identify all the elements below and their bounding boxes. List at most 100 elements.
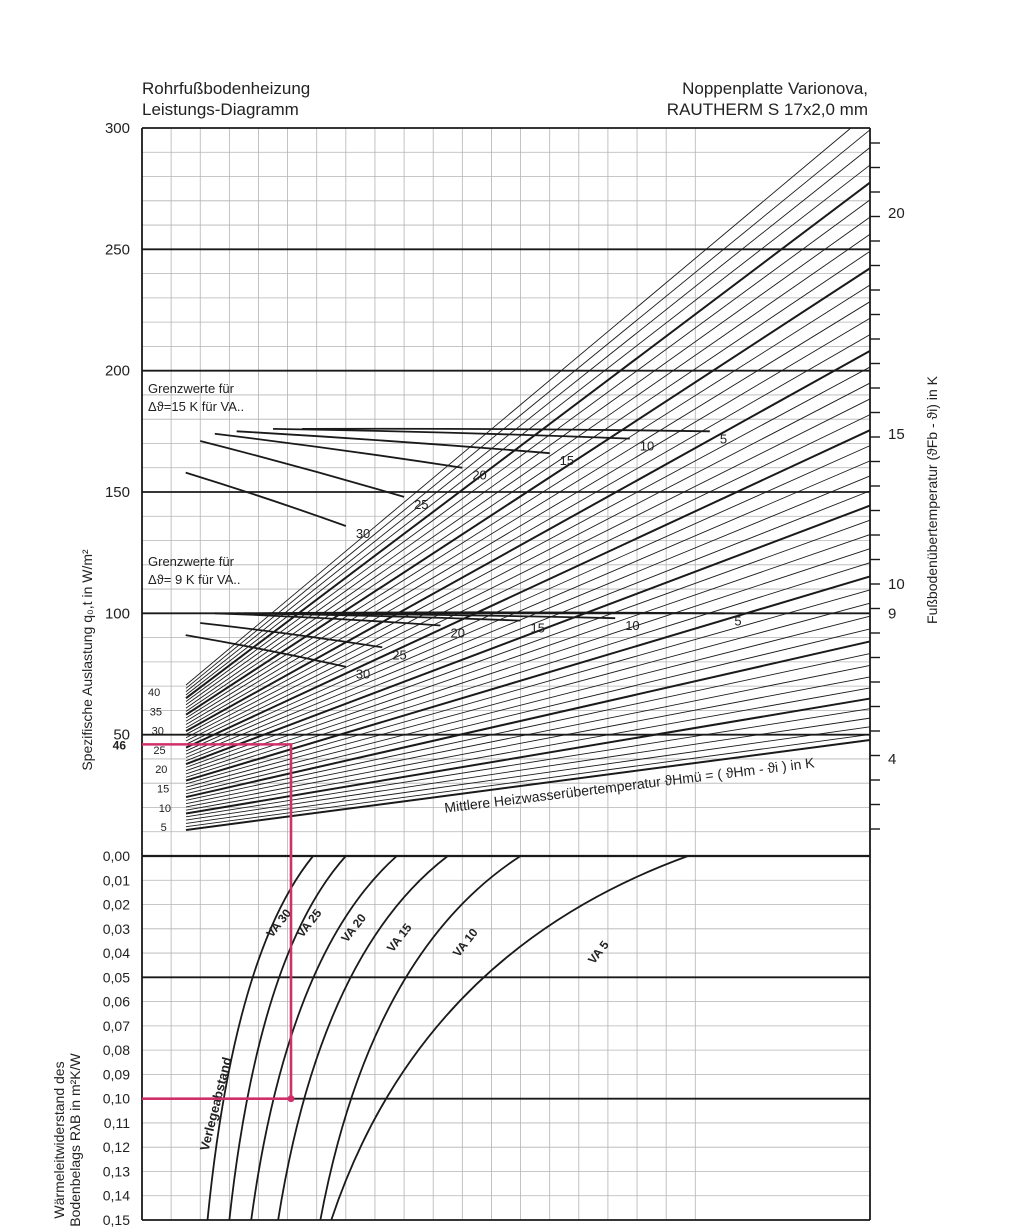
y-tick-label-lower: 0,08 (103, 1042, 130, 1058)
limit-curve (302, 427, 710, 433)
temperature-line (185, 398, 871, 742)
temperature-line (185, 640, 871, 799)
temperature-line (185, 267, 871, 716)
temperature-line (185, 739, 871, 831)
limit-curve-label: 5 (734, 613, 741, 628)
va-curve (206, 855, 314, 1221)
temperature-line (185, 504, 871, 766)
limit-curve-label: 30 (356, 667, 370, 682)
temperature-line (185, 697, 871, 815)
temperature-line (185, 708, 871, 818)
temperature-line (185, 562, 871, 778)
chart-title-left: Rohrfußbodenheizung Leistungs-Diagramm (142, 78, 310, 120)
limit-curve (214, 612, 441, 627)
temperature-fan (185, 127, 871, 831)
right-axis-label: Fußbodenübertemperatur (ϑFb - ϑi) in K (924, 375, 940, 624)
y-tick-label-lower: 0,14 (103, 1188, 130, 1204)
y-tick-label-lower: 0,10 (103, 1091, 130, 1107)
y-axis-label: Spezifische Auslastung q₀,t in W/m² (79, 549, 95, 771)
y-tick-label-lower: 0,02 (103, 897, 130, 913)
temperature-line-label: 40 (148, 687, 160, 699)
y-tick-label-lower: 0,01 (103, 872, 130, 888)
y-tick-label-lower: 0,03 (103, 921, 130, 937)
y-tick-label: 100 (105, 605, 130, 622)
right-axis-tick-label: 4 (888, 751, 896, 768)
va-curve-label: VA 30 (263, 906, 294, 940)
temperature-line (185, 734, 871, 828)
limit-curve (200, 622, 383, 649)
temperature-line (185, 628, 871, 795)
y-tick-label: 50 (113, 727, 130, 744)
y-tick-label: 150 (105, 484, 130, 501)
temperature-line (185, 181, 871, 699)
temperature-line (185, 548, 871, 775)
va-curve (330, 855, 689, 1221)
temperature-line (185, 127, 852, 686)
temperature-line (185, 676, 871, 808)
temperature-line (185, 460, 871, 755)
y-tick-label-lower: 0,05 (103, 969, 130, 985)
temperature-line-label: 15 (157, 784, 169, 796)
temperature-line (185, 284, 871, 719)
limit-curve-label: 10 (640, 439, 654, 454)
limit-subtitle: Δϑ= 9 K für VA.. (148, 572, 241, 587)
temperature-line-label: 25 (153, 745, 165, 757)
limit-curve (273, 428, 630, 440)
example-tick-label: 46 (113, 738, 127, 752)
temperature-line (185, 490, 871, 762)
temperature-line (185, 687, 871, 811)
right-axis-tick-label: 20 (888, 205, 905, 222)
va-curve (319, 855, 522, 1221)
limit-curve (185, 634, 347, 668)
temperature-line (185, 575, 871, 782)
limit-curves-9K: 5 10 15 20 25 30 (185, 611, 742, 682)
y-tick-label: 250 (105, 241, 130, 258)
right-axis-tick-label: 15 (888, 426, 905, 443)
limit-curve-label: 30 (356, 526, 370, 541)
y-axis-label-lower: Wärmeleitwiderstand des (51, 1061, 67, 1218)
limit-curve-label: 20 (472, 468, 486, 483)
y-tick-label-lower: 0,09 (103, 1066, 130, 1082)
temperature-line (185, 519, 871, 768)
example-path (142, 743, 293, 1100)
temperature-line-label: 10 (159, 803, 171, 815)
limit-title: Grenzwerte für (148, 554, 235, 569)
temperature-line (185, 129, 871, 689)
temperature-line (185, 445, 871, 752)
temperature-line (185, 301, 871, 722)
temperature-line (185, 534, 871, 772)
limit-curve-label: 5 (720, 431, 727, 446)
right-axis-tick-label: 9 (888, 605, 896, 622)
y-axis-label-lower: Bodenbelags RλB in m²K/W (67, 1052, 83, 1226)
limit-curve-label: 15 (531, 621, 545, 636)
temperature-line (185, 429, 871, 749)
temperature-line (185, 382, 871, 739)
mean-water-temperature-label: Mittlere Heizwasserübertemperatur ϑHmü =… (443, 754, 815, 815)
va-curve-label: VA 15 (384, 921, 415, 955)
y-tick-label-lower: 0,11 (104, 1115, 130, 1131)
va-curve (250, 855, 398, 1221)
y-tick-label: 300 (105, 120, 130, 137)
temperature-line (185, 147, 871, 692)
limit-curve (229, 612, 521, 622)
y-tick-label-lower: 0,04 (103, 945, 130, 961)
y-tick-label-lower: 0,15 (103, 1212, 130, 1228)
temperature-line (185, 317, 871, 725)
limit-title: Grenzwerte für (148, 381, 235, 396)
temperature-line (185, 664, 871, 805)
temperature-line (185, 233, 871, 709)
va-curve-label: VA 20 (338, 911, 369, 945)
temperature-line (185, 717, 871, 821)
limit-curve (236, 430, 550, 455)
va-curves: VA 30 VA 25 VA 20 VA 15 VA 10 VA 5 (206, 855, 689, 1221)
chart-title: Rohrfußbodenheizung (142, 79, 311, 98)
temperature-line (185, 615, 871, 791)
y-tick-label-zero: 0,00 (103, 848, 130, 864)
limit-subtitle: Δϑ=15 K für VA.. (148, 399, 244, 414)
temperature-line (185, 350, 871, 733)
chart-title-right: Noppenplatte Varionova, RAUTHERM S 17x2,… (667, 78, 868, 120)
va-curve-label: VA 10 (450, 925, 481, 959)
temperature-line (185, 653, 871, 801)
limit-curve (200, 440, 405, 498)
